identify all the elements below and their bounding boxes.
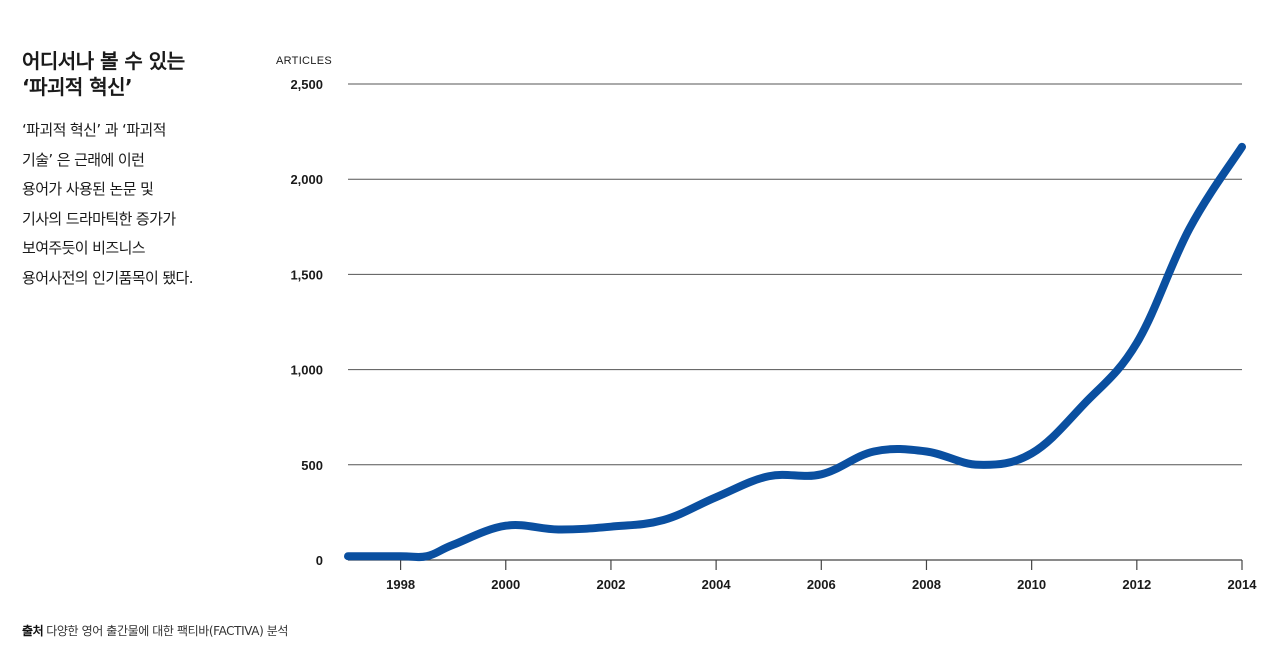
x-tick-label: 1998 xyxy=(386,577,415,592)
x-tick-label: 2008 xyxy=(912,577,941,592)
title-line-1: 어디서나 볼 수 있는 xyxy=(22,49,185,73)
description-line: 용어사전의 인기품목이 됐다. xyxy=(22,268,194,287)
title-line-2: ‘파괴적 혁신’ xyxy=(22,75,133,99)
description-line: 보여주듯이 비즈니스 xyxy=(22,239,146,257)
y-tick-label: 2,000 xyxy=(290,172,323,187)
series-line xyxy=(344,142,1246,562)
description-line: 용어가 사용된 논문 및 xyxy=(22,180,154,198)
source-note: 출처 다양한 영어 출간물에 대한 팩티바(FACTIVA) 분석 xyxy=(22,622,288,639)
x-tick-label: 2010 xyxy=(1017,577,1046,592)
x-tick-label: 2006 xyxy=(807,577,836,592)
description-line: 기술’ 은 근래에 이런 xyxy=(22,150,145,169)
y-tick-label: 2,500 xyxy=(290,77,323,92)
page-title: 어디서나 볼 수 있는 ‘파괴적 혁신’ xyxy=(22,48,262,100)
y-tick-label: 0 xyxy=(316,553,323,568)
description-line: 기사의 드라마틱한 증가가 xyxy=(22,209,176,228)
x-tick-label: 2004 xyxy=(702,577,732,592)
y-axis-label: ARTICLES xyxy=(276,55,332,67)
y-tick-label: 1,000 xyxy=(290,363,323,378)
y-tick-label: 500 xyxy=(301,458,323,473)
x-tick-label: 2014 xyxy=(1228,577,1258,592)
x-tick-label: 2012 xyxy=(1122,577,1151,592)
description-line: ‘파괴적 혁신’ 과 ‘파괴적 xyxy=(22,121,166,139)
x-tick-label: 2000 xyxy=(491,577,520,592)
x-tick-label: 2002 xyxy=(596,577,625,592)
description: ‘파괴적 혁신’ 과 ‘파괴적 기술’ 은 근래에 이런 용어가 사용된 논문 … xyxy=(22,116,262,293)
source-label: 출처 xyxy=(22,624,44,638)
y-tick-label: 1,500 xyxy=(290,267,323,282)
source-text: 다양한 영어 출간물에 대한 팩티바(FACTIVA) 분석 xyxy=(46,624,289,638)
